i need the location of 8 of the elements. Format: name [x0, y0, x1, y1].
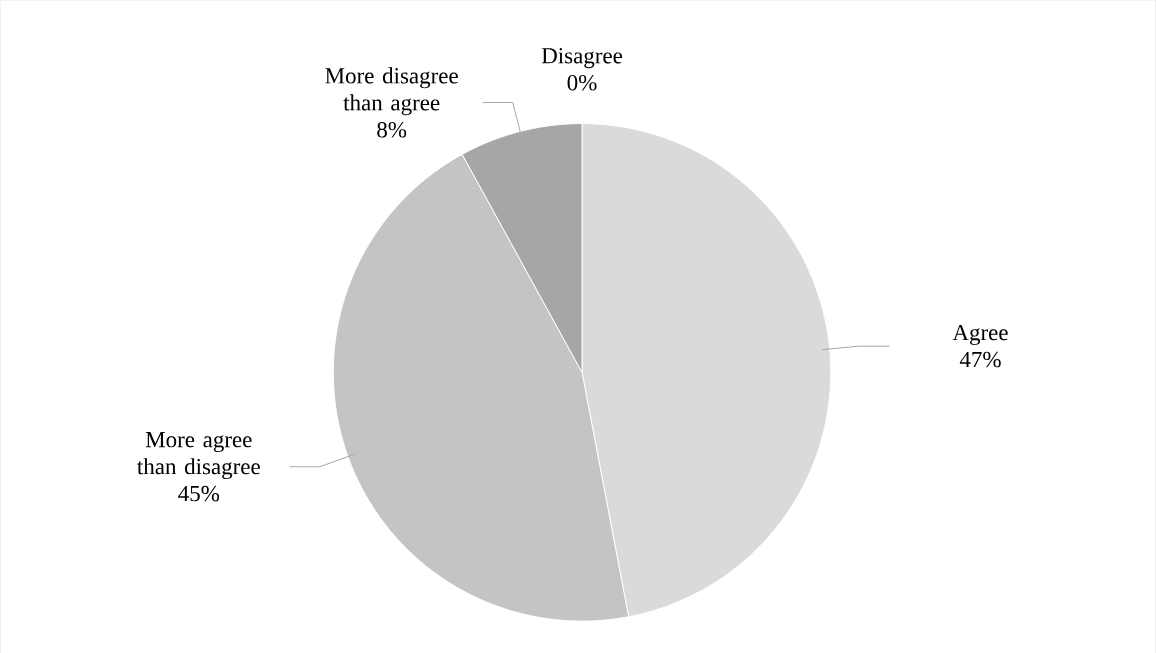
category-label: Disagree — [541, 47, 623, 68]
slice-label: Agree — [952, 324, 1008, 345]
text: 0% — [567, 74, 597, 91]
data-label: 8% — [377, 121, 407, 138]
slice-label: More disagree than agree — [325, 67, 458, 116]
data-label: 45% — [178, 485, 220, 502]
slice-label: More agree than disagree — [137, 431, 260, 479]
data-label: 47% — [959, 351, 1001, 368]
